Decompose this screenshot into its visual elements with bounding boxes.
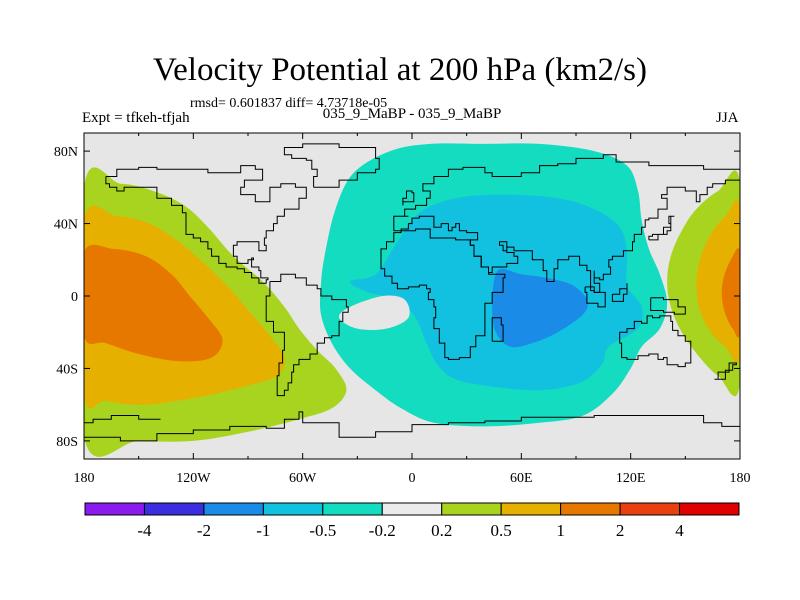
stats-label: rmsd= 0.601837 diff= 4.73718e-05 bbox=[190, 96, 388, 111]
lat-tick-label: 80N bbox=[54, 145, 78, 160]
plot-title: Velocity Potential at 200 hPa (km2/s) bbox=[152, 52, 648, 88]
coastline-11 bbox=[611, 283, 628, 302]
season-label: JJA bbox=[716, 110, 739, 126]
contour-region-missing-south-atlantic bbox=[338, 295, 410, 330]
comparison-label: 035_9_MaBP - 035_9_MaBP bbox=[322, 106, 502, 122]
lat-tick-label: 40S bbox=[56, 362, 78, 377]
contour-region-negative-1 bbox=[492, 268, 588, 348]
colorbar-box bbox=[381, 502, 443, 516]
colorbar-label: -2 bbox=[197, 521, 211, 540]
colorbar-label: 0.5 bbox=[491, 521, 512, 540]
colorbar-box bbox=[322, 502, 383, 516]
coastline-4 bbox=[619, 315, 692, 368]
colorbar-box bbox=[619, 502, 681, 516]
lat-tick-label: 40N bbox=[54, 218, 78, 233]
experiment-label: Expt = tfkeh-tfjah bbox=[82, 110, 190, 126]
colorbar-label: -1 bbox=[256, 521, 270, 540]
coastline-9 bbox=[402, 190, 415, 206]
lat-tick-label: 80S bbox=[56, 435, 78, 450]
lon-tick-label: 60W bbox=[289, 471, 317, 486]
colorbar: -4 -2 -1 -0.5 -0.2 0.2 0.5 1 2 4 bbox=[84, 502, 740, 540]
map-panel: 180 120W 60W 0 60E 120E 180 80N 40N 0 40S 80S bbox=[54, 132, 751, 486]
colorbar-label: -4 bbox=[137, 521, 152, 540]
colorbar-box bbox=[203, 502, 264, 516]
coastline-12 bbox=[650, 297, 686, 315]
colorbar-box bbox=[262, 502, 324, 516]
axis-ticks: 180 120W 60W 0 60E 120E 180 80N 40N 0 40S 80S bbox=[54, 133, 751, 486]
contour-region-positive-west-1 bbox=[84, 244, 223, 362]
lon-tick-label: 0 bbox=[409, 471, 416, 486]
colorbar-label: 2 bbox=[616, 521, 625, 540]
contour-region-positive-east-1 bbox=[721, 247, 740, 338]
colorbar-label: 4 bbox=[675, 521, 684, 540]
coastline-14 bbox=[84, 415, 161, 424]
colorbar-box bbox=[441, 502, 502, 516]
colorbar-label: -0.5 bbox=[309, 521, 336, 540]
lat-tick-label: 0 bbox=[71, 290, 78, 305]
colorbar-box bbox=[143, 502, 205, 516]
lon-tick-label: 180 bbox=[74, 471, 95, 486]
colorbar-box bbox=[500, 502, 562, 516]
coastline-6 bbox=[283, 143, 380, 188]
coastline-13 bbox=[714, 362, 737, 380]
colorbar-label: 1 bbox=[556, 521, 565, 540]
colorbar-box bbox=[84, 502, 145, 516]
coastline-10 bbox=[584, 286, 606, 308]
coastline-8 bbox=[648, 215, 675, 241]
lon-tick-label: 180 bbox=[730, 471, 751, 486]
colorbar-box bbox=[560, 502, 621, 516]
lon-tick-label: 60E bbox=[510, 471, 533, 486]
colorbar-label: -0.2 bbox=[369, 521, 396, 540]
colorbar-label: 0.2 bbox=[431, 521, 452, 540]
colorbar-box bbox=[679, 502, 740, 516]
coastline-3 bbox=[380, 228, 506, 360]
lon-tick-label: 120E bbox=[616, 471, 646, 486]
coastlines bbox=[84, 143, 740, 442]
coastline-7 bbox=[491, 317, 504, 342]
lon-tick-label: 120W bbox=[176, 471, 211, 486]
coastline-0 bbox=[105, 165, 307, 284]
coastline-1 bbox=[265, 273, 349, 397]
coastline-5 bbox=[84, 411, 740, 442]
